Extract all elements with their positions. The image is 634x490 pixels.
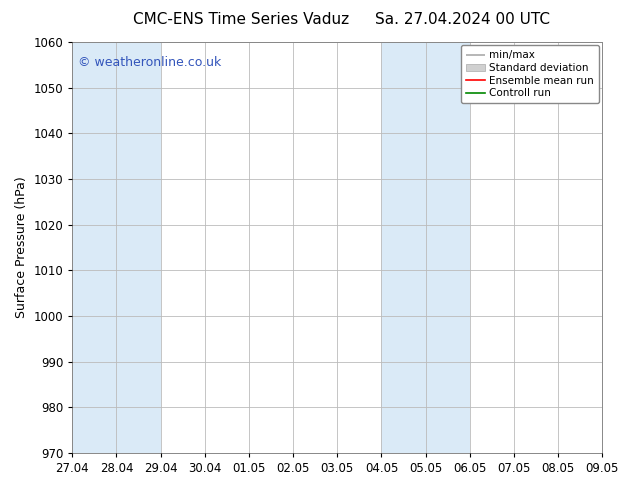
Text: © weatheronline.co.uk: © weatheronline.co.uk <box>77 56 221 70</box>
Bar <box>382 42 425 453</box>
Bar <box>72 42 117 453</box>
Text: Sa. 27.04.2024 00 UTC: Sa. 27.04.2024 00 UTC <box>375 12 550 27</box>
Bar <box>117 42 160 453</box>
Text: CMC-ENS Time Series Vaduz: CMC-ENS Time Series Vaduz <box>133 12 349 27</box>
Legend: min/max, Standard deviation, Ensemble mean run, Controll run: min/max, Standard deviation, Ensemble me… <box>461 45 599 103</box>
Bar <box>425 42 470 453</box>
Y-axis label: Surface Pressure (hPa): Surface Pressure (hPa) <box>15 176 28 318</box>
